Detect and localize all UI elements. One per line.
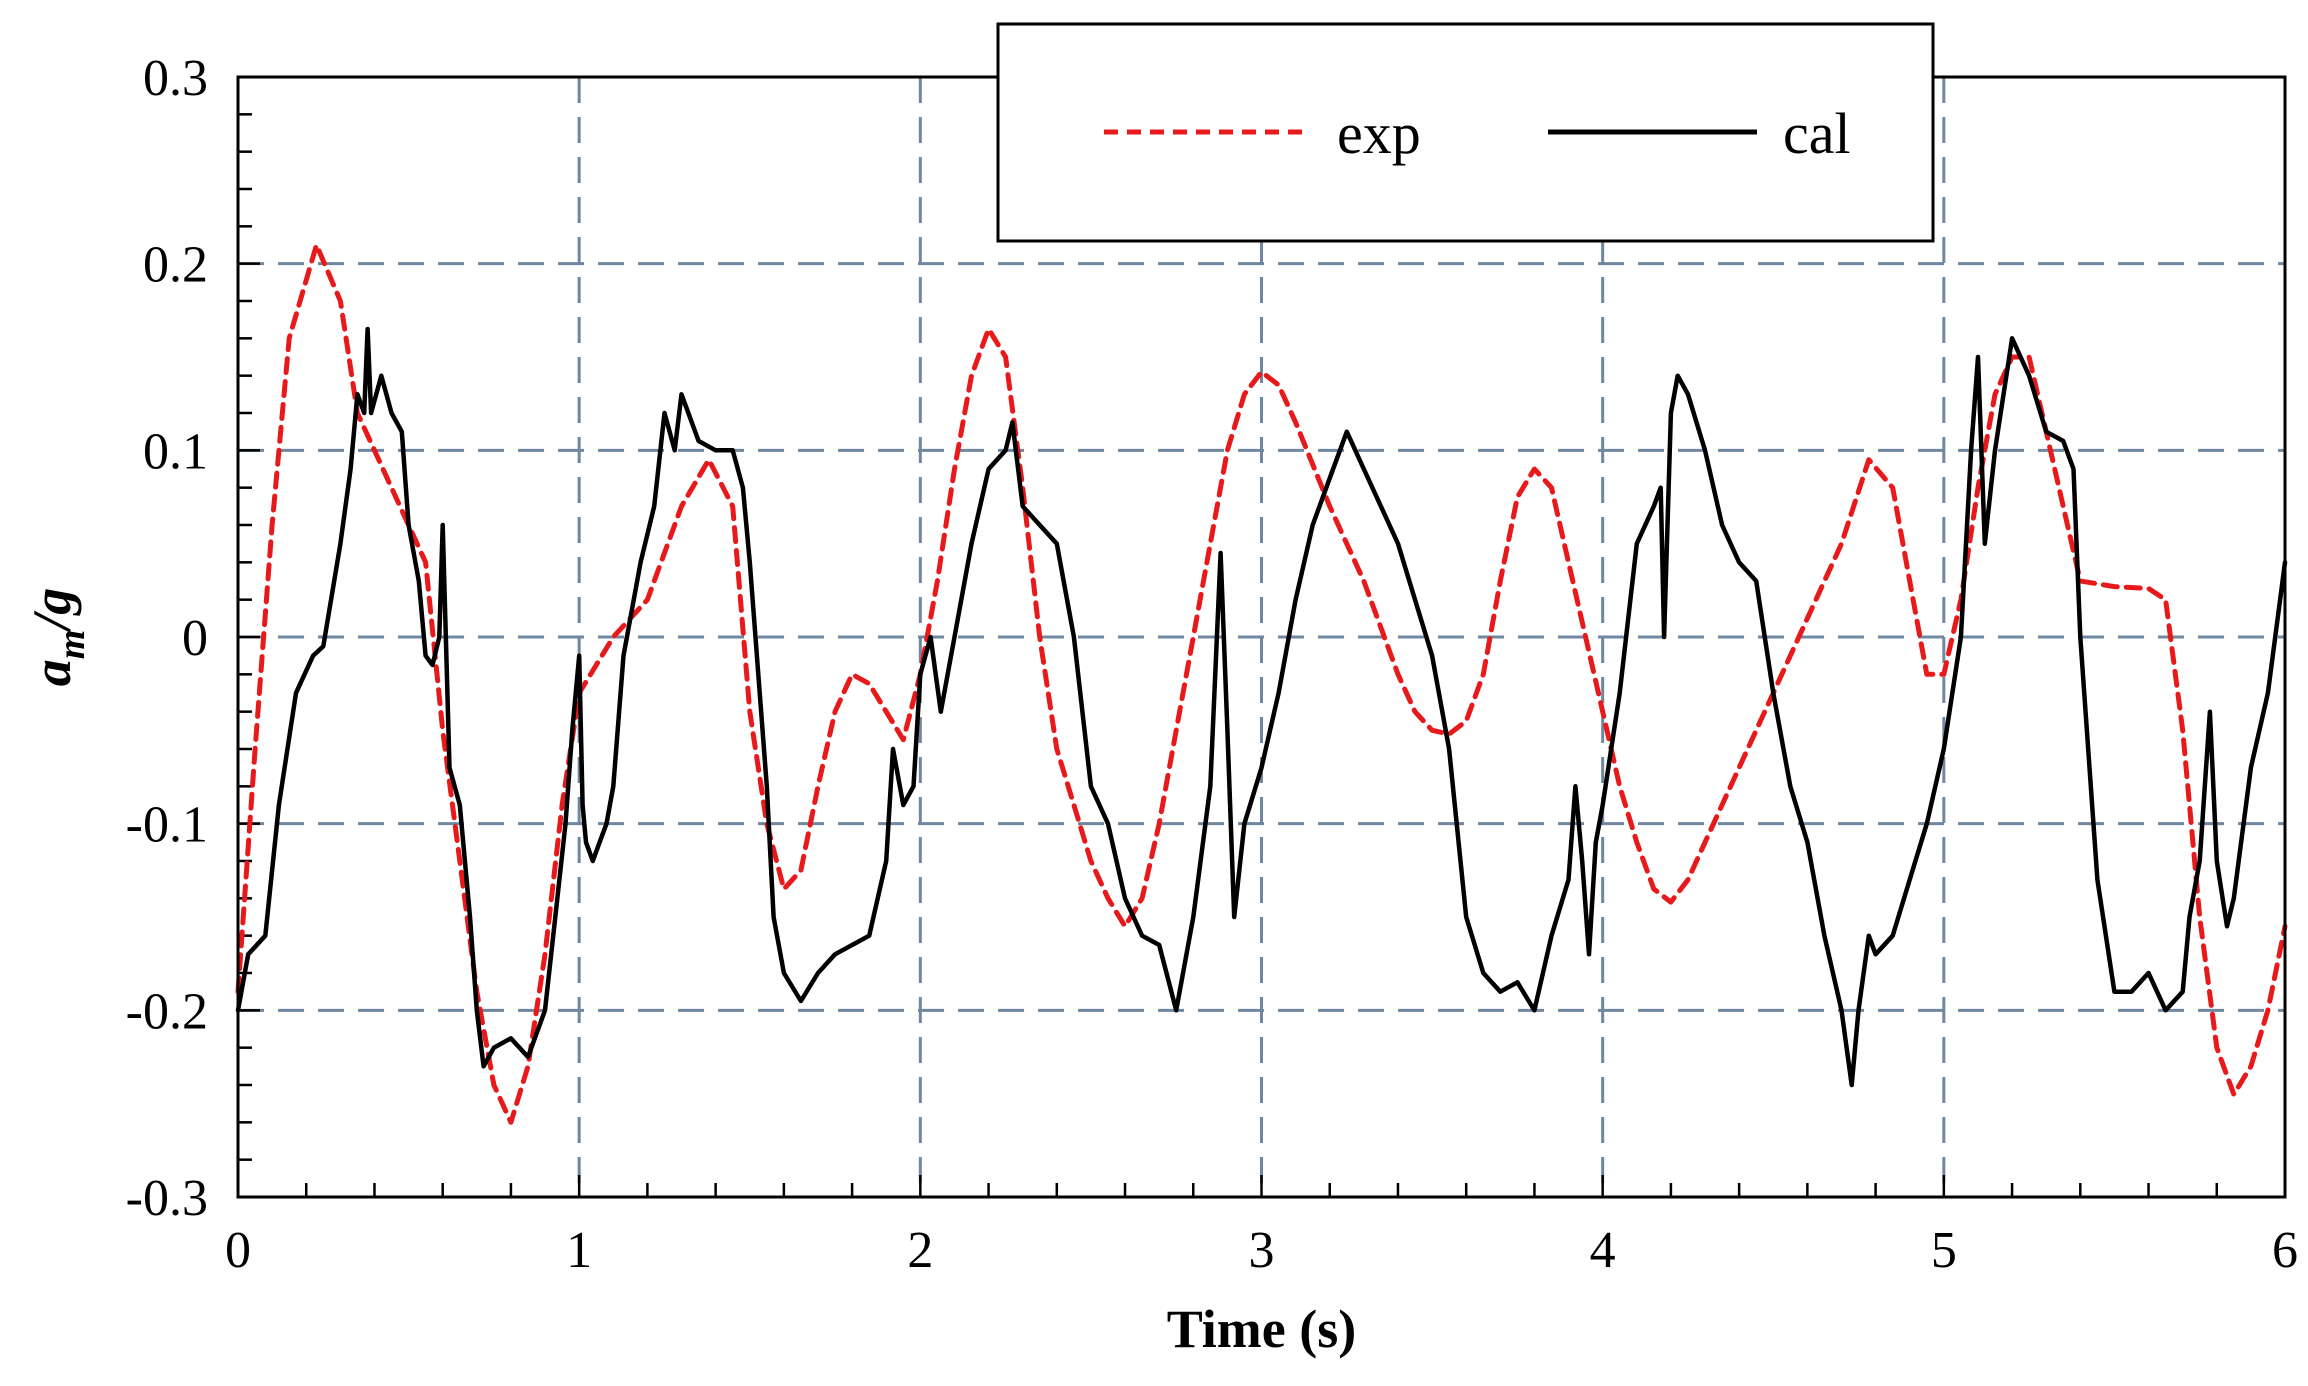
y-tick-label-3: 0 bbox=[182, 610, 208, 667]
legend-label-exp: exp bbox=[1337, 101, 1421, 166]
x-tick-label-5: 5 bbox=[1931, 1222, 1957, 1279]
grid-lines bbox=[238, 77, 2285, 1197]
y-tick-labels: -0.3 -0.2 -0.1 0 0.1 0.2 0.3 bbox=[126, 50, 208, 1227]
legend: exp cal bbox=[996, 22, 1935, 243]
y-axis-title-sub: m bbox=[51, 630, 93, 660]
y-tick-label-2: -0.1 bbox=[126, 797, 208, 854]
data-series bbox=[235, 242, 2288, 1125]
x-tick-label-4: 4 bbox=[1590, 1222, 1616, 1279]
y-tick-label-4: 0.1 bbox=[143, 423, 208, 480]
y-axis-title: am/g bbox=[22, 588, 93, 687]
legend-label-cal: cal bbox=[1783, 101, 1851, 166]
y-tick-label-1: -0.2 bbox=[126, 983, 208, 1040]
series-line-cal bbox=[235, 326, 2288, 1088]
x-tick-label-0: 0 bbox=[225, 1222, 251, 1279]
x-tick-label-1: 1 bbox=[566, 1222, 592, 1279]
x-tick-labels: 0 1 2 3 4 5 6 bbox=[225, 1222, 2298, 1279]
y-axis-title-main: a bbox=[22, 659, 82, 686]
y-tick-label-5: 0.2 bbox=[143, 237, 208, 294]
y-axis-title-rest: /g bbox=[22, 588, 82, 634]
x-tick-label-6: 6 bbox=[2272, 1222, 2298, 1279]
y-tick-label-6: 0.3 bbox=[143, 50, 208, 107]
y-tick-label-0: -0.3 bbox=[126, 1170, 208, 1227]
x-tick-label-2: 2 bbox=[907, 1222, 933, 1279]
series-line-exp bbox=[235, 242, 2288, 1125]
x-axis-title: Time (s) bbox=[1167, 1299, 1356, 1359]
x-tick-label-3: 3 bbox=[1249, 1222, 1275, 1279]
